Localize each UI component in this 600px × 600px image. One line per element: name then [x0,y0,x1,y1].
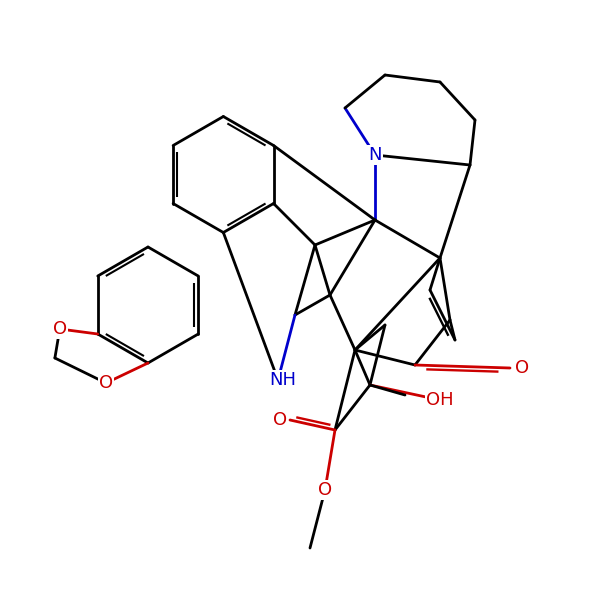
Text: O: O [99,374,113,392]
Text: N: N [368,146,382,164]
Text: OH: OH [426,391,454,409]
Text: NH: NH [269,371,296,389]
Text: O: O [273,411,287,429]
Text: O: O [515,359,529,377]
Text: O: O [318,481,332,499]
Text: O: O [53,320,67,338]
